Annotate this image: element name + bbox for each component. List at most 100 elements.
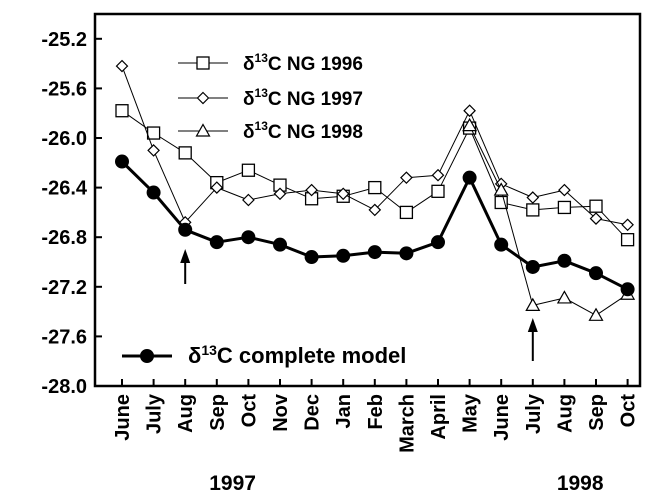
data-point	[368, 203, 382, 217]
data-point	[367, 245, 382, 260]
legend-marker	[196, 91, 210, 105]
legend-entry: δ13C NG 1998	[178, 119, 363, 143]
data-point	[241, 230, 256, 245]
data-point	[336, 187, 350, 201]
x-tick-label: Feb	[365, 394, 387, 430]
data-point	[115, 59, 129, 73]
year-label: 1998	[557, 472, 604, 495]
data-point	[368, 180, 382, 195]
data-point	[558, 183, 571, 197]
data-point	[588, 307, 604, 321]
legend-marker	[196, 56, 210, 70]
y-tick-label: -25.6	[41, 78, 87, 100]
data-point	[178, 222, 193, 237]
y-tick-label: -28.0	[41, 376, 87, 398]
legend-suffix: C complete model	[217, 343, 406, 368]
x-tick-label: Aug	[554, 394, 576, 433]
data-point	[526, 203, 540, 217]
x-tick-label: April	[428, 394, 450, 440]
data-point	[557, 253, 572, 268]
data-point	[209, 235, 224, 250]
x-tick-label: Sep	[207, 394, 229, 431]
data-point	[556, 290, 572, 304]
legend-label: δ13C NG 1996	[243, 51, 363, 75]
legend-delta: δ	[188, 343, 201, 368]
plot-frame	[93, 12, 642, 388]
data-point	[147, 144, 160, 157]
data-point	[399, 205, 414, 220]
data-point	[115, 154, 129, 169]
x-tick-label: May	[460, 393, 482, 433]
y-tick-label: -26.8	[41, 227, 87, 249]
arrow-head	[180, 249, 191, 263]
legend-suffix: C NG 1997	[268, 89, 363, 110]
series-line	[121, 65, 628, 226]
data-point	[336, 248, 351, 263]
data-point	[620, 233, 635, 247]
data-point	[621, 218, 634, 232]
x-tick-label: June	[112, 394, 134, 441]
legend-label: δ13C NG 1998	[243, 119, 363, 143]
y-tick-label: -25.2	[41, 29, 87, 51]
x-tick-label: Oct	[618, 394, 640, 428]
series-layer	[115, 59, 636, 321]
y-tick-label: -27.6	[41, 326, 87, 348]
legend-delta: δ	[243, 122, 255, 143]
data-point	[304, 250, 319, 265]
legend-suffix: C NG 1998	[268, 122, 363, 143]
data-point	[462, 170, 477, 185]
arrow-head	[527, 318, 538, 332]
legend-superscript: 13	[201, 342, 217, 358]
x-tick-label: Dec	[302, 394, 324, 431]
legend-entry: δ13C NG 1997	[178, 86, 363, 110]
data-point	[462, 117, 478, 132]
data-point	[178, 146, 192, 160]
legend-entry: δ13C NG 1996	[178, 51, 363, 75]
tick-labels: -25.2 -25.6 -26.0 -26.4 -26.8 -27.2 -27.6 -28.0…	[41, 29, 639, 495]
x-tick-label: June	[491, 394, 513, 441]
series-diamond	[115, 59, 634, 232]
legend-entry: δ13C complete model	[122, 342, 406, 368]
data-point	[526, 191, 540, 204]
series-line	[469, 125, 628, 316]
y-tick-label: -26.0	[41, 128, 87, 150]
x-tick-label: Nov	[270, 393, 292, 432]
data-point	[241, 163, 256, 177]
axes	[93, 12, 642, 388]
annotation-arrow	[527, 318, 538, 361]
data-point	[525, 297, 541, 311]
data-point	[494, 237, 509, 252]
legend-delta: δ	[243, 89, 255, 110]
legend-superscript: 13	[255, 86, 269, 100]
data-point	[273, 187, 287, 201]
data-point	[493, 182, 509, 196]
data-point	[589, 212, 603, 225]
legend-delta: δ	[243, 54, 255, 75]
x-tick-label: March	[396, 394, 418, 453]
series-square	[115, 104, 635, 247]
data-point	[620, 282, 635, 297]
data-point	[115, 104, 129, 118]
data-point	[210, 181, 224, 194]
annotations	[180, 249, 538, 361]
legend-suffix: C NG 1996	[268, 54, 363, 75]
x-tick-label: July	[144, 393, 166, 434]
data-point	[399, 246, 414, 261]
y-tick-label: -27.2	[41, 277, 87, 299]
legend-marker	[195, 123, 211, 137]
data-point	[242, 193, 255, 207]
x-tick-label: Oct	[238, 394, 260, 428]
series-line	[120, 160, 629, 291]
x-tick-label: July	[523, 393, 545, 434]
data-point	[400, 171, 413, 185]
data-point	[431, 168, 445, 182]
data-point	[273, 237, 287, 252]
x-tick-label: Aug	[175, 394, 197, 433]
data-point	[589, 199, 603, 213]
legend-marker	[140, 349, 154, 363]
data-point	[589, 266, 603, 281]
y-tick-label: -26.4	[41, 178, 87, 200]
series-triangle	[462, 117, 636, 321]
